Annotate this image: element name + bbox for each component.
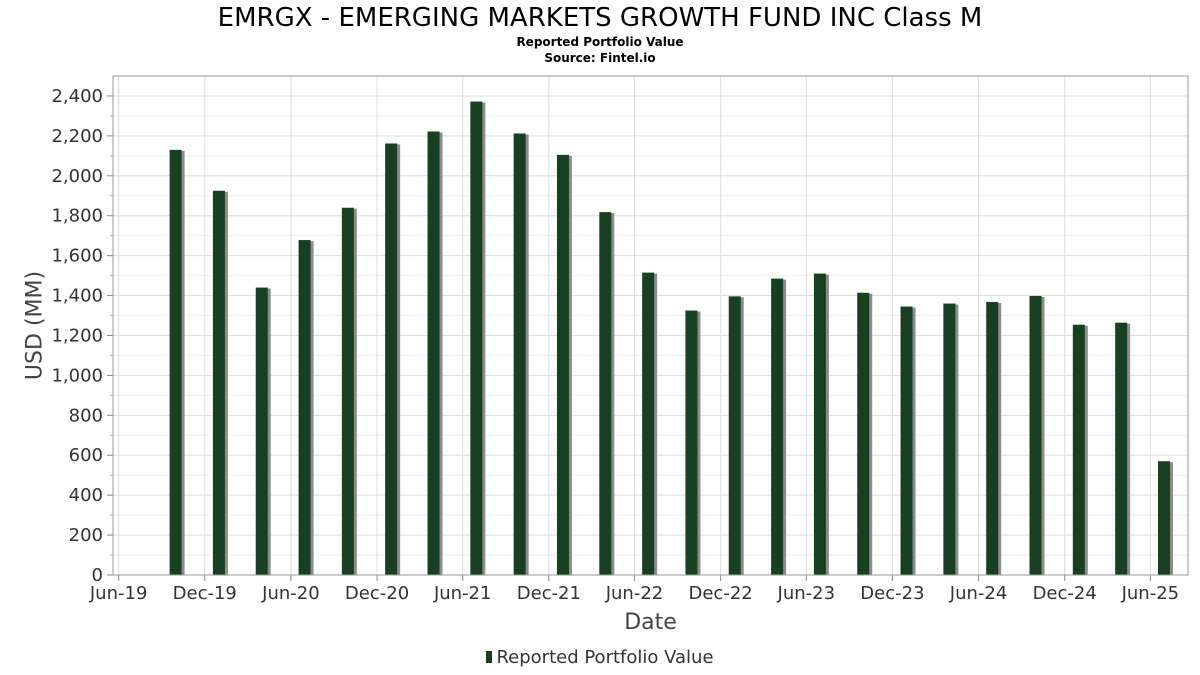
y-tick-label: 200: [69, 525, 103, 546]
y-tick-label: 1,200: [51, 325, 103, 346]
x-tick-label: Jun-21: [433, 583, 492, 604]
bar: [685, 310, 698, 575]
bar: [857, 292, 870, 575]
bar-series: [169, 101, 1173, 576]
bar: [470, 101, 483, 575]
y-tick-label: 2,200: [51, 126, 103, 147]
legend: Reported Portfolio Value: [0, 647, 1200, 668]
y-tick-label: 1,400: [51, 286, 103, 307]
x-tick-label: Jun-19: [89, 583, 148, 604]
bar: [513, 133, 526, 575]
bar: [1157, 461, 1170, 575]
bar: [1029, 295, 1042, 575]
y-tick-label: 1,000: [51, 365, 103, 386]
x-tick-label: Dec-21: [517, 583, 581, 604]
bar: [813, 273, 826, 575]
x-axis: Jun-19 Dec-19 Jun-20 Dec-20 Jun-21 Dec-21 Jun-…: [89, 575, 1179, 604]
bar: [385, 143, 398, 576]
bar: [298, 240, 311, 575]
bar: [728, 296, 741, 575]
y-tick-label: 400: [69, 485, 103, 506]
x-tick-label: Jun-20: [261, 583, 320, 604]
y-tick-label: 1,800: [51, 206, 103, 227]
chart-subtitle: Reported Portfolio Value: [516, 35, 684, 49]
chart-title: EMRGX - EMERGING MARKETS GROWTH FUND INC…: [217, 3, 983, 33]
bar: [556, 154, 569, 576]
bar: [1072, 324, 1085, 575]
bar: [169, 149, 182, 576]
y-tick-label: 0: [92, 565, 103, 586]
x-axis-title: Date: [624, 610, 677, 635]
x-tick-label: Jun-22: [605, 583, 664, 604]
bar: [642, 272, 655, 575]
bar: [771, 278, 784, 575]
x-tick-label: Dec-22: [689, 583, 753, 604]
y-tick-label: 2,400: [51, 86, 103, 107]
legend-swatch: [486, 651, 493, 663]
bar: [900, 306, 913, 575]
x-tick-label: Jun-23: [777, 583, 836, 604]
y-tick-label: 600: [69, 445, 103, 466]
chart-source: Source: Fintel.io: [544, 51, 656, 65]
x-tick-label: Jun-25: [1121, 583, 1180, 604]
legend-label: Reported Portfolio Value: [496, 647, 714, 668]
x-tick-label: Jun-24: [949, 583, 1008, 604]
plot-frame: [112, 75, 1189, 576]
y-tick-label: 2,000: [51, 166, 103, 187]
y-axis: 0 200 400 600 800 1,000 1,200 1,400 1,600 1,800 2,…: [51, 86, 113, 586]
bar: [599, 212, 612, 575]
y-tick-label: 800: [69, 405, 103, 426]
bar: [427, 131, 440, 575]
bar: [986, 301, 999, 575]
x-tick-label: Dec-24: [1033, 583, 1097, 604]
x-tick-label: Dec-19: [173, 583, 237, 604]
bar: [341, 207, 354, 575]
x-tick-label: Dec-20: [345, 583, 409, 604]
y-tick-label: 1,600: [51, 246, 103, 267]
bar: [212, 190, 225, 575]
bar: [1115, 322, 1128, 575]
x-tick-label: Dec-23: [860, 583, 924, 604]
y-axis-title: USD (MM): [23, 271, 48, 380]
bar: [255, 287, 268, 575]
bar: [943, 303, 956, 575]
